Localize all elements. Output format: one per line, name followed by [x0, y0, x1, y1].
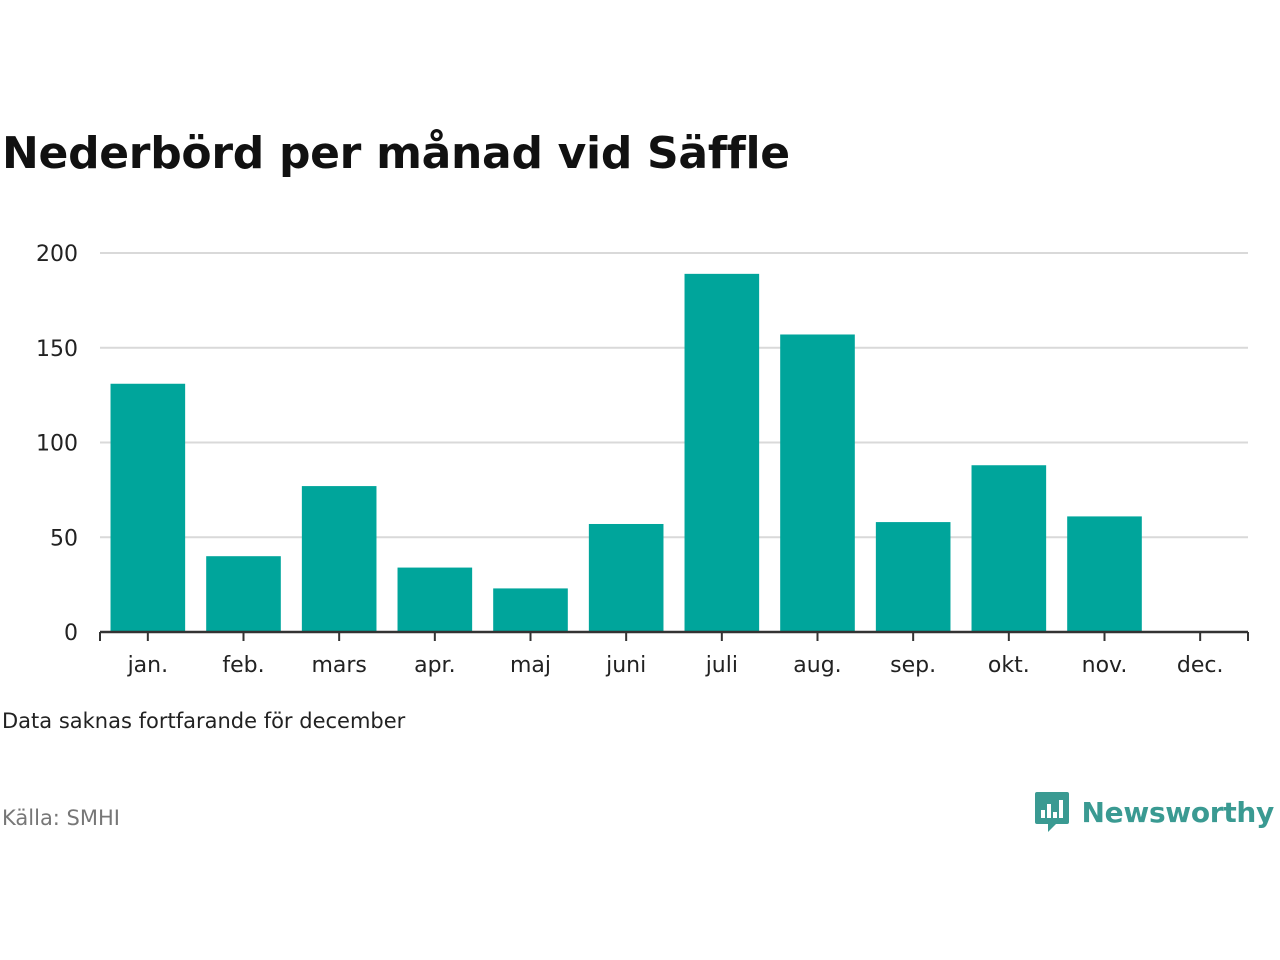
- x-tick-labels: jan. feb. mars apr. maj juni juli aug. sep. okt. n…: [127, 653, 1224, 678]
- x-tick-label: aug.: [793, 653, 841, 678]
- x-tick-label: okt.: [988, 653, 1030, 678]
- bar: [684, 273, 760, 632]
- bar: [875, 522, 951, 632]
- brand-logo[interactable]: Newsworthy: [1034, 790, 1274, 834]
- x-tick-label: feb.: [222, 653, 264, 678]
- x-tick-label: dec.: [1177, 653, 1224, 678]
- bar: [780, 334, 855, 632]
- x-tick-label: juni: [605, 653, 646, 678]
- y-tick-label: 200: [36, 242, 78, 267]
- chart-title: Nederbörd per månad vid Säffle: [2, 128, 790, 179]
- bar: [493, 588, 568, 632]
- gridlines: [100, 252, 1248, 539]
- newsworthy-logo-icon: [1034, 792, 1069, 832]
- bars: [110, 273, 1142, 632]
- bar: [397, 567, 473, 632]
- bar: [110, 383, 186, 632]
- bar: [588, 523, 664, 632]
- brand-name: Newsworthy: [1081, 795, 1275, 829]
- y-tick-label: 0: [64, 621, 78, 646]
- bar: [1067, 516, 1142, 632]
- bar: [206, 556, 281, 632]
- x-tick-label: sep.: [890, 653, 936, 678]
- footnote: Data saknas fortfarande för december: [2, 709, 406, 733]
- axes: [99, 630, 1249, 641]
- y-tick-label: 50: [50, 526, 78, 551]
- y-tick-label: 150: [36, 337, 78, 362]
- x-tick-label: jan.: [127, 653, 169, 678]
- x-tick-label: nov.: [1082, 653, 1128, 678]
- y-tick-label: 100: [36, 432, 78, 457]
- x-tick-label: mars: [311, 653, 366, 678]
- bar: [301, 486, 377, 632]
- x-tick-label: juli: [705, 653, 738, 678]
- x-tick-label: apr.: [414, 653, 455, 678]
- source-label: Källa: SMHI: [2, 806, 120, 830]
- bar: [971, 465, 1047, 632]
- x-tick-label: maj: [510, 653, 551, 678]
- y-tick-labels: 0 50 100 150 200: [36, 242, 78, 646]
- bar-chart: 0 50 100 150 200 jan. feb. mars apr. maj juni juli…: [36, 242, 1249, 678]
